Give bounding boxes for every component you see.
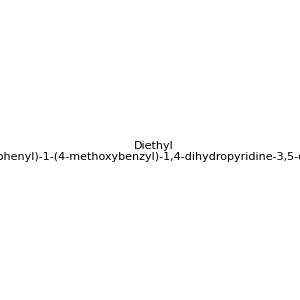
Text: Diethyl 4-(3-ethoxyphenyl)-1-(4-methoxybenzyl)-1,4-dihydropyridine-3,5-dicarboxy: Diethyl 4-(3-ethoxyphenyl)-1-(4-methoxyb… — [0, 141, 300, 162]
